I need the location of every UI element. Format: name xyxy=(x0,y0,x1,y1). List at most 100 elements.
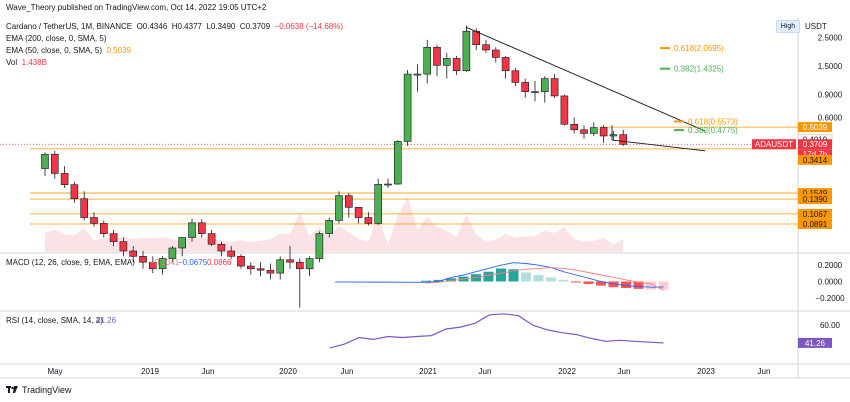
candle-body xyxy=(139,256,147,263)
candle-body xyxy=(501,57,510,72)
candle-body xyxy=(344,195,353,208)
time-tick-label: 2022 xyxy=(558,367,576,376)
macd-histogram-bar xyxy=(558,279,569,282)
candle-body xyxy=(149,261,157,270)
rsi-tick-label: 60.00 xyxy=(820,321,841,330)
candle-body xyxy=(335,195,343,221)
volume-value: 1.438B xyxy=(21,58,47,67)
candle-body xyxy=(70,184,79,200)
candle-body xyxy=(540,78,549,92)
macd-histogram-bar xyxy=(633,281,644,289)
price-axis-badge xyxy=(798,122,832,133)
candle-body xyxy=(207,233,216,245)
macd-value-line: −0.0675 xyxy=(178,258,208,267)
candle-body xyxy=(217,243,226,252)
time-tick-label: Jun xyxy=(479,367,492,376)
fib-label: 0.618(0.5573) xyxy=(688,117,738,126)
price-axis-badge-text: 17d 7h xyxy=(803,150,827,159)
macd-histogram-bar xyxy=(483,271,494,282)
candle-body xyxy=(60,173,69,185)
macd-value-hist: 0.0866 xyxy=(207,258,232,267)
time-tick-label: 2023 xyxy=(697,367,715,376)
candle-body xyxy=(247,265,255,270)
symbol-title: Cardano / TetherUS, 1M, BINANCE xyxy=(6,22,133,31)
change-value: −0.0638 (−14.68%) xyxy=(274,22,344,31)
low-value: L0.3490 xyxy=(206,22,236,31)
candle-body xyxy=(41,153,49,169)
candle-body xyxy=(619,134,628,145)
candle-body xyxy=(413,73,422,76)
candle-body xyxy=(472,30,481,45)
fib-label: 0.382(0.4775) xyxy=(688,126,738,135)
time-tick-label: 2019 xyxy=(141,367,159,376)
candle-body xyxy=(80,198,88,218)
candle-body xyxy=(609,134,618,137)
high-button[interactable]: High xyxy=(776,20,800,33)
price-axis-badge-text: ADAUSDT xyxy=(755,140,793,149)
price-tick-label: 2.5000 xyxy=(818,34,843,43)
macd-histogram-bar xyxy=(583,281,594,284)
price-tick-label: 0.9000 xyxy=(818,91,843,100)
price-axis-badge xyxy=(798,218,832,229)
candle-body xyxy=(550,78,559,97)
candle-body xyxy=(276,259,285,274)
macd-histogram-bar xyxy=(521,272,531,282)
price-axis-badge xyxy=(798,194,832,205)
ema200-legend[interactable]: EMA (200, close, 0, SMA, 5) xyxy=(6,34,106,44)
fib-label: 0.618(2.0695) xyxy=(674,44,724,53)
macd-histogram-bar xyxy=(433,279,444,282)
candle-body xyxy=(188,222,196,238)
candle-body xyxy=(305,258,314,270)
trendline-lower xyxy=(611,139,706,152)
macd-histogram-bar xyxy=(658,281,669,290)
macd-histogram-bar xyxy=(646,281,656,290)
candle-body xyxy=(521,82,530,92)
candle-body xyxy=(286,259,294,263)
rsi-value-badge-text: 41.26 xyxy=(805,339,826,348)
candle-body xyxy=(423,46,432,75)
candle-body xyxy=(384,183,392,186)
candle-body xyxy=(50,153,59,174)
candle-body xyxy=(227,250,235,257)
rsi-line xyxy=(329,313,664,349)
macd-line xyxy=(334,262,664,288)
ema50-legend[interactable]: EMA (50, close, 0, SMA, 5) 0.5039 xyxy=(6,46,131,56)
candle-body xyxy=(442,58,451,66)
time-tick-label: Jun xyxy=(341,367,354,376)
candle-body xyxy=(599,127,608,137)
macd-histogram-bar xyxy=(596,281,606,286)
price-tick-label: 1.5000 xyxy=(818,62,843,71)
price-axis-badge-text: 0.3414 xyxy=(803,156,828,165)
volume-label: Vol xyxy=(6,58,18,67)
symbol-ohlc-line: Cardano / TetherUS, 1M, BINANCE O0.4346 … xyxy=(6,22,343,32)
tradingview-logo-icon xyxy=(6,385,18,395)
time-tick-label: Jun xyxy=(758,367,771,376)
price-axis-badge xyxy=(798,139,832,150)
ema200-label: EMA (200, close, 0, SMA, 5) xyxy=(6,34,107,43)
ema50-value: 0.5039 xyxy=(106,46,131,55)
candle-body xyxy=(393,141,402,185)
volume-legend[interactable]: Vol 1.438B xyxy=(6,58,47,68)
price-axis-badge-text: 0.1067 xyxy=(803,210,828,219)
macd-histogram-bar xyxy=(508,269,519,282)
price-axis-badge-text: 0.3709 xyxy=(803,140,828,149)
rsi-legend-title: RSI (14, close, SMA, 14, 2) xyxy=(6,316,103,325)
candle-body xyxy=(178,237,186,249)
macd-histogram-bar xyxy=(546,277,556,282)
candle-body xyxy=(364,217,373,224)
candle-body xyxy=(589,127,598,134)
macd-value-signal: −0.1041 xyxy=(150,258,180,267)
candle-body xyxy=(462,30,471,72)
close-value: C0.3709 xyxy=(239,22,271,31)
price-axis-badge xyxy=(752,139,796,150)
trendline-upper xyxy=(466,26,706,132)
macd-histogram-bar xyxy=(621,281,631,289)
candle-body xyxy=(266,269,275,274)
candle-body xyxy=(570,123,579,131)
price-axis-badge xyxy=(798,149,832,160)
candle-body xyxy=(198,222,206,234)
macd-histogram-bar xyxy=(446,278,456,282)
time-tick-label: 2021 xyxy=(419,367,437,376)
ema50-label: EMA (50, close, 0, SMA, 5) xyxy=(6,46,103,55)
